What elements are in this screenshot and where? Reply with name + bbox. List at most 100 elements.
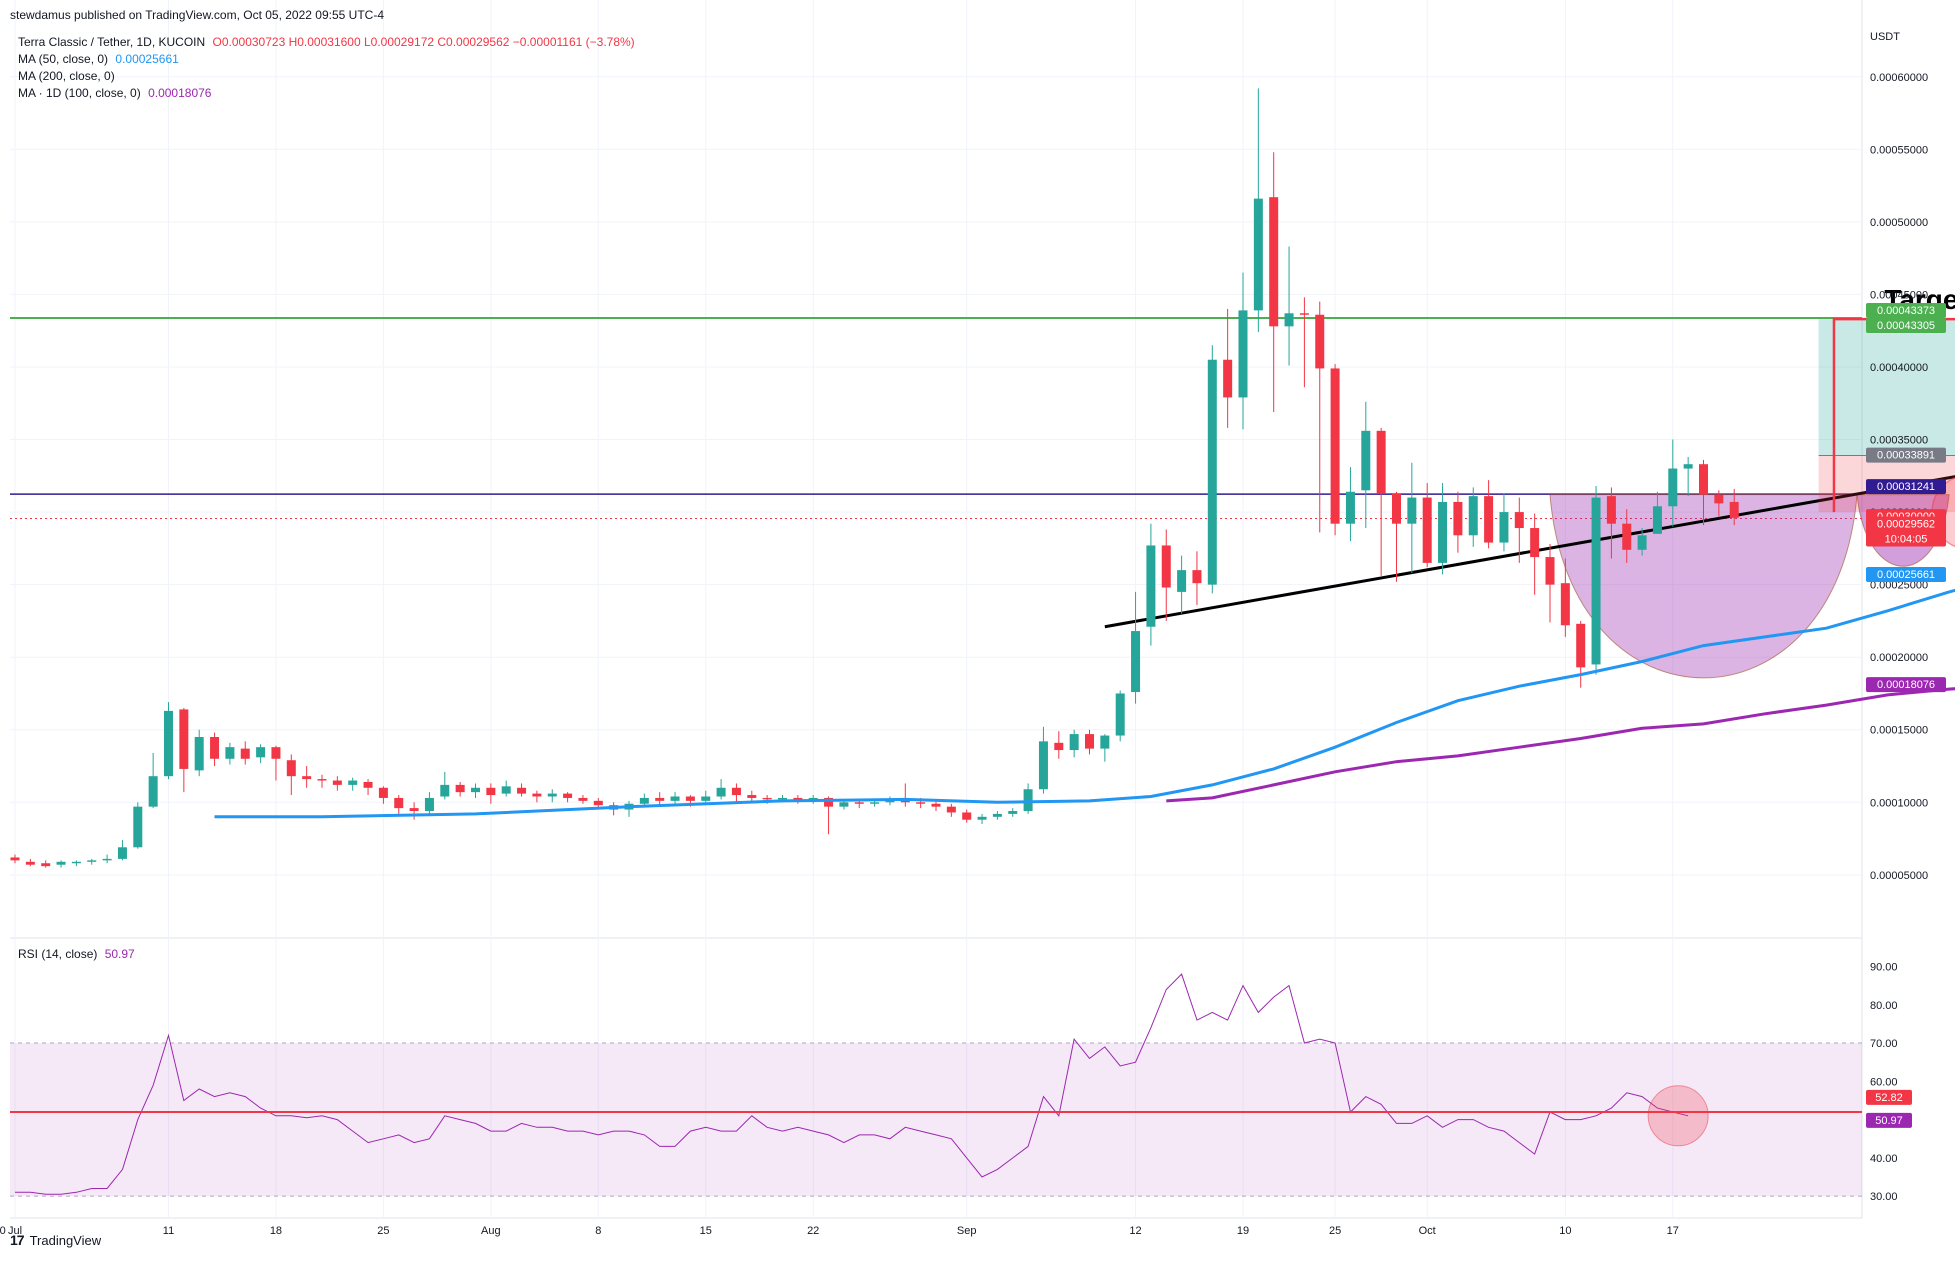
candle [593, 797, 603, 809]
candle-body [563, 793, 573, 798]
candle-body [870, 802, 880, 804]
candle-body [670, 796, 680, 801]
candle [302, 766, 312, 788]
time-tick-label: 8 [595, 1225, 601, 1237]
candle-body [854, 802, 864, 804]
candle [164, 702, 173, 780]
candle-body [992, 813, 1002, 817]
candle [378, 786, 388, 804]
candle [71, 860, 81, 867]
candle-body [762, 797, 772, 800]
ma100-legend[interactable]: MA · 1D (100, close, 0) 0.00018076 [18, 85, 211, 101]
candle-body [517, 787, 527, 794]
rsi-value: 50.97 [104, 947, 135, 961]
candle [1361, 401, 1371, 529]
candle-body [1023, 789, 1033, 812]
candle-body [1514, 512, 1524, 529]
candle [670, 792, 680, 804]
rsi-band [10, 1043, 1862, 1197]
candle-body [1115, 693, 1125, 736]
candle-body [1223, 359, 1233, 398]
candle-body [639, 797, 649, 804]
price-badge-label: 0.00031241 [1877, 481, 1935, 493]
candle-body [440, 784, 450, 797]
candle-body [824, 797, 834, 807]
tradingview-logo-icon: 17 [10, 1232, 25, 1248]
candle [240, 741, 250, 765]
candle [1008, 808, 1018, 817]
time-tick-label: 15 [700, 1225, 712, 1237]
candle [1023, 783, 1033, 814]
ma100-label: MA · 1D (100, close, 0) [18, 86, 141, 100]
candle [731, 783, 741, 803]
candle-body [1100, 735, 1110, 749]
rsi-badge [1866, 1089, 1912, 1105]
price-tick-label: 0.00055000 [1870, 144, 1928, 156]
rsi-line [15, 973, 1689, 1195]
rsi-legend[interactable]: RSI (14, close) 50.97 [18, 946, 135, 962]
candle [471, 783, 480, 798]
candle [1560, 558, 1570, 637]
ma100-value: 0.00018076 [148, 86, 212, 100]
candle-body [1468, 496, 1478, 536]
candle-body [593, 800, 603, 806]
candle [1284, 246, 1294, 366]
candle [1530, 513, 1540, 595]
candle [348, 777, 358, 791]
candle-body [578, 797, 588, 801]
candle-body [1299, 313, 1309, 315]
ma200-legend[interactable]: MA (200, close, 0) [18, 68, 115, 84]
candle-body [1376, 430, 1386, 494]
candle [1576, 620, 1586, 688]
candle [194, 729, 204, 777]
time-tick-label: Sep [957, 1225, 977, 1237]
candle-body [716, 787, 726, 797]
price-badge-label: 0.00025661 [1877, 569, 1935, 581]
candle [946, 803, 956, 817]
candle-body [363, 781, 373, 788]
time-tick-label: 19 [1237, 1225, 1249, 1237]
candle-body [1591, 497, 1601, 665]
candle [1177, 555, 1187, 614]
ma50-legend[interactable]: MA (50, close, 0) 0.00025661 [18, 51, 179, 67]
candle [440, 771, 450, 800]
candle-body [302, 776, 312, 780]
candle-body [1668, 468, 1678, 507]
candle-body [1284, 313, 1294, 327]
rsi-tick-label: 40.00 [1870, 1153, 1898, 1165]
candle-body [56, 861, 66, 865]
ma50-label: MA (50, close, 0) [18, 52, 109, 66]
candle-body [210, 737, 220, 759]
price-badge-label: 0.00033891 [1877, 450, 1935, 462]
candle-body [501, 786, 511, 794]
candle [424, 792, 434, 814]
candle-body [409, 808, 419, 812]
price-tick-label: 0.00035000 [1870, 435, 1928, 447]
candle [1407, 462, 1417, 574]
candle [1315, 301, 1325, 533]
price-badge [1866, 318, 1946, 334]
candle-body [747, 795, 757, 798]
candle-body [532, 793, 542, 797]
footer-brand[interactable]: 17 TradingView [10, 1232, 101, 1248]
candles [10, 88, 1739, 868]
time-tick-label: 18 [270, 1225, 282, 1237]
symbol-legend: Terra Classic / Tether, 1D, KUCOIN O0.00… [18, 34, 635, 50]
candle-body [1146, 545, 1156, 627]
rsi-highlight-circle [1647, 1085, 1709, 1147]
candle [1299, 297, 1309, 388]
candle [148, 752, 158, 809]
candle [56, 860, 66, 868]
price-badge-label: 0.00043305 [1877, 320, 1935, 332]
candle [1652, 491, 1662, 534]
candle [210, 732, 220, 767]
candle [977, 813, 987, 825]
price-badge [1866, 303, 1946, 319]
price-tick-label: 0.00060000 [1870, 72, 1928, 84]
time-tick-label: 25 [377, 1225, 389, 1237]
price-badge [1866, 447, 1946, 463]
price-badge [1866, 567, 1946, 583]
candle [225, 742, 235, 765]
candle-body [471, 787, 480, 793]
